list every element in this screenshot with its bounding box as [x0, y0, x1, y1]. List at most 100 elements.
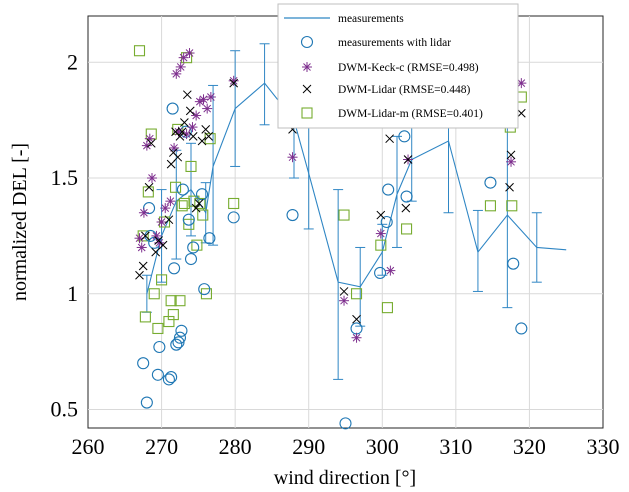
dwm-lidar-point	[506, 150, 516, 160]
x-axis-label: wind direction [°]	[274, 467, 416, 489]
dwm-lidar-point	[144, 182, 154, 192]
keck-point	[506, 156, 517, 167]
keck-point	[136, 242, 147, 253]
dwm-lidar-point	[352, 314, 361, 324]
lidar-point	[484, 176, 497, 189]
keck-point	[171, 68, 182, 79]
dwm-lidar-point	[138, 261, 148, 271]
y-tick-labels: 0.5 1 1.5 2	[51, 49, 79, 421]
lidar-point	[350, 322, 363, 335]
lidar-m-point	[204, 133, 216, 145]
lidar-m-point	[228, 197, 240, 210]
keck-point	[198, 94, 209, 105]
lidar-m-point	[139, 311, 151, 323]
dwm-lidar-point	[229, 78, 239, 88]
dwm-lidar-point	[135, 270, 144, 280]
x-tick-label: 300	[366, 434, 399, 459]
legend-label-keck: DWM-Keck-c (RMSE=0.498)	[338, 62, 479, 74]
keck-point	[138, 207, 149, 218]
lidar-m-point	[191, 239, 203, 251]
lidar-m-point	[381, 302, 393, 314]
lidar-m-point	[183, 218, 195, 230]
lidar-m-point	[194, 197, 206, 210]
dwm-lidar-point	[173, 152, 183, 162]
x-tick-label: 280	[219, 434, 252, 459]
lidar-point	[198, 283, 211, 296]
y-tick-label: 0.5	[51, 396, 79, 421]
series-layer	[133, 43, 567, 430]
keck-point	[184, 48, 195, 59]
dwm-lidar-point	[194, 199, 204, 208]
lidar-point	[166, 102, 179, 115]
lidar-point	[187, 241, 200, 254]
lidar-point	[380, 215, 393, 229]
lidar-point	[195, 188, 209, 201]
lidar-point	[162, 373, 175, 386]
lidar-m-point	[165, 295, 177, 307]
lidar-m-point	[176, 200, 188, 212]
lidar-m-point	[152, 322, 164, 335]
dwm-lidar-point	[204, 132, 214, 141]
lidar-point	[173, 331, 187, 344]
dwm-lidar-point	[505, 182, 514, 192]
dwm-lidar-point	[180, 118, 189, 127]
legend-box	[277, 3, 519, 129]
dwm-lidar-point	[146, 138, 156, 148]
y-tick-label: 1	[67, 281, 78, 306]
legend: measurements measurements with lidar DWM…	[277, 3, 519, 129]
dwm-lidar-point	[376, 210, 386, 220]
lidar-point	[137, 357, 150, 370]
lidar-point	[168, 262, 181, 275]
lidar-point	[339, 417, 352, 430]
dwm-lidar-point	[166, 159, 176, 169]
keck-point	[134, 233, 145, 244]
keck-point	[165, 196, 176, 207]
lidar-point	[165, 371, 178, 384]
dwm-lidar-point	[385, 134, 394, 144]
y-axis-label: normalized DEL [-]	[9, 143, 31, 301]
lidar-m-point	[174, 295, 186, 307]
dwm-lidar-point	[403, 155, 413, 164]
dwm-lidar-point	[164, 215, 174, 225]
lidar-point	[203, 232, 216, 245]
x-tick-labels: 260 270 280 290 300 310 320 330	[72, 434, 620, 459]
keck-point	[375, 228, 386, 239]
keck-point	[202, 103, 213, 114]
lidar-point	[398, 130, 411, 143]
lidar-m-point	[163, 315, 175, 328]
keck-point	[175, 61, 186, 72]
lidar-point	[184, 252, 198, 266]
legend-marker-lidar	[300, 35, 314, 49]
keck-point	[178, 52, 189, 63]
y-tick-label: 1.5	[51, 165, 79, 190]
x-tick-label: 260	[72, 434, 105, 459]
keck-point	[339, 295, 350, 306]
lidar-point	[382, 183, 395, 196]
lidar-m-point	[338, 209, 350, 221]
legend-star-glyph	[302, 62, 312, 72]
lidar-point	[176, 183, 189, 196]
x-tick-label: 330	[587, 434, 620, 459]
lidar-point	[151, 368, 164, 381]
lidar-m-point	[506, 200, 518, 212]
keck-point	[351, 332, 362, 343]
legend-label-dwm-lidar: DWM-Lidar (RMSE=0.448)	[338, 84, 470, 96]
lidar-m-point	[148, 288, 160, 300]
keck-point	[385, 265, 396, 276]
keck-point	[181, 129, 192, 140]
legend-x-glyph	[302, 84, 312, 94]
lidar-m-point	[185, 160, 197, 172]
dwm-lidar-point	[158, 240, 168, 250]
dwm-lidar-point	[516, 108, 526, 118]
keck-point	[191, 110, 202, 121]
lidar-m-point	[197, 209, 209, 221]
lidar-point	[172, 336, 185, 349]
lidar-point	[515, 322, 528, 335]
x-tick-label: 270	[145, 434, 178, 459]
x-tick-label: 320	[513, 434, 546, 459]
keck-point	[187, 122, 198, 133]
lidar-point	[153, 340, 166, 354]
keck-point	[160, 203, 171, 214]
x-tick-label: 310	[439, 434, 472, 459]
dwm-lidar-point	[339, 287, 349, 296]
